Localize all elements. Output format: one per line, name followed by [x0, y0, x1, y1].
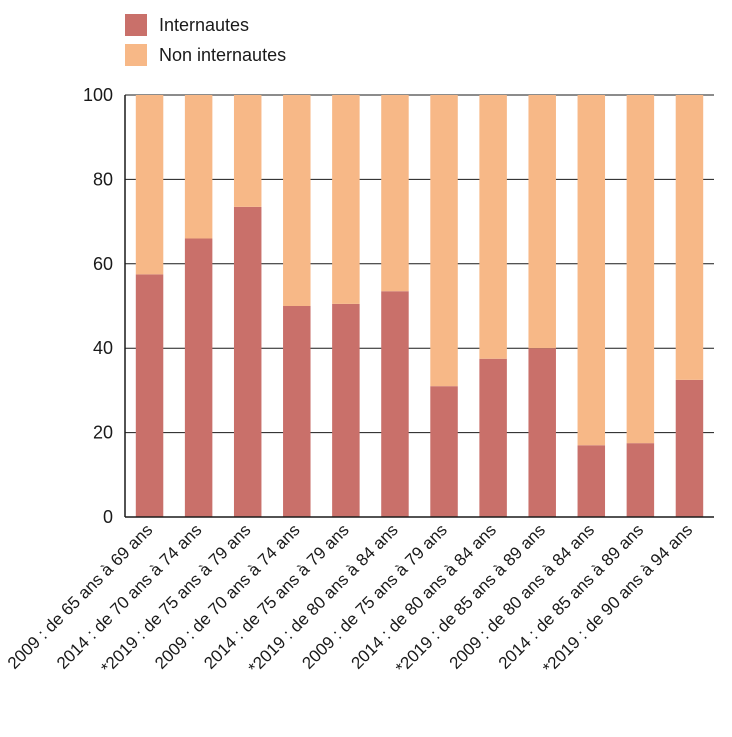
bar-internautes — [577, 445, 606, 517]
legend-item-non-internautes: Non internautes — [125, 40, 286, 70]
bar-non-internautes — [135, 95, 164, 275]
bar-non-internautes — [528, 95, 556, 349]
bar-non-internautes — [381, 95, 409, 292]
bar-non-internautes — [430, 95, 458, 387]
bar-non-internautes — [675, 95, 704, 380]
bar-internautes — [675, 379, 704, 517]
y-tick-label: 40 — [93, 338, 113, 358]
bars — [135, 95, 704, 518]
bar-non-internautes — [184, 95, 213, 239]
bar-internautes — [430, 386, 458, 517]
y-tick-label: 0 — [103, 507, 113, 527]
y-tick-label: 80 — [93, 169, 113, 189]
bar-internautes — [283, 306, 311, 517]
y-tick-label: 60 — [93, 254, 113, 274]
bar-internautes — [184, 238, 213, 518]
bar-non-internautes — [283, 95, 311, 306]
bar-internautes — [135, 274, 164, 517]
bar-internautes — [332, 303, 360, 517]
bar-non-internautes — [479, 95, 507, 359]
legend-label-internautes: Internautes — [159, 14, 250, 35]
y-tick-label: 20 — [93, 423, 113, 443]
legend-swatch-non-internautes — [125, 44, 147, 66]
bar-internautes — [381, 291, 409, 517]
bar-internautes — [233, 206, 262, 517]
axes — [124, 95, 714, 518]
y-tick-label: 100 — [83, 85, 113, 105]
bar-internautes — [479, 358, 507, 517]
legend-label-non-internautes: Non internautes — [159, 44, 287, 65]
y-tick-labels: 0 20 40 60 80 100 — [83, 85, 113, 527]
legend-item-internautes: Internautes — [125, 10, 286, 40]
bar-non-internautes — [577, 95, 606, 446]
bar-internautes — [528, 348, 556, 517]
legend: Internautes Non internautes — [125, 10, 286, 70]
bar-internautes — [626, 443, 655, 517]
bar-non-internautes — [233, 95, 262, 207]
legend-swatch-internautes — [125, 14, 147, 36]
bar-non-internautes — [626, 95, 655, 444]
bar-non-internautes — [332, 95, 360, 304]
gridlines — [125, 94, 714, 434]
